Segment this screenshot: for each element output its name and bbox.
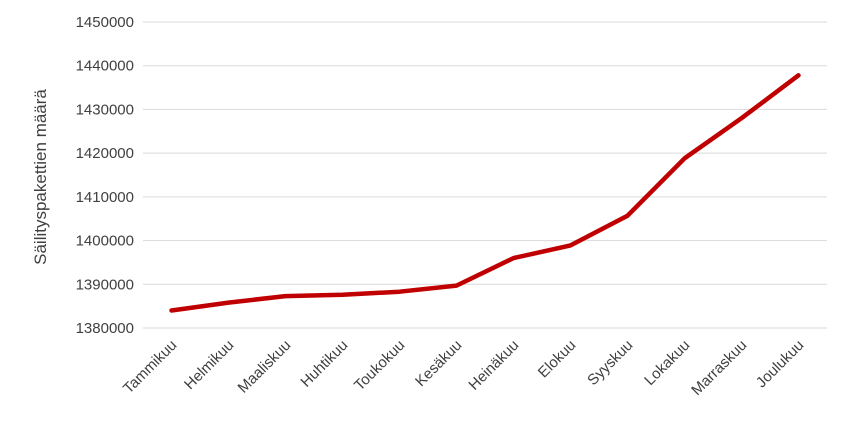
y-tick-label: 1430000: [76, 101, 134, 118]
x-tick-label: Heinäkuu: [465, 337, 522, 394]
y-axis-ticks: 1380000 1390000 1400000 1410000 1420000 14300…: [76, 14, 134, 337]
y-axis-title: Säilityspakettien määrä: [31, 89, 50, 265]
y-tick-label: 1410000: [76, 189, 134, 206]
y-tick-label: 1400000: [76, 233, 134, 250]
x-tick-label: Syyskuu: [584, 337, 636, 389]
y-tick-label: 1380000: [76, 320, 134, 337]
x-tick-label: Maaliskuu: [235, 337, 295, 397]
series-layer: [169, 73, 801, 313]
series-line: [169, 73, 801, 313]
y-tick-label: 1390000: [76, 276, 134, 293]
x-tick-label: Tammikuu: [120, 337, 180, 397]
x-tick-label: Kesäkuu: [412, 337, 465, 390]
x-tick-label: Huhtikuu: [297, 337, 351, 391]
y-tick-label: 1450000: [76, 14, 134, 31]
y-tick-label: 1420000: [76, 145, 134, 162]
y-tick-label: 1440000: [76, 58, 134, 75]
x-tick-label: Elokuu: [535, 337, 579, 381]
x-tick-label: Marraskuu: [688, 337, 750, 399]
x-tick-label: Toukokuu: [351, 337, 408, 394]
gridlines: [143, 21, 827, 329]
x-tick-label: Joulukuu: [753, 337, 807, 391]
x-tick-label: Lokakuu: [641, 337, 693, 389]
x-tick-label: Helmikuu: [181, 337, 237, 393]
